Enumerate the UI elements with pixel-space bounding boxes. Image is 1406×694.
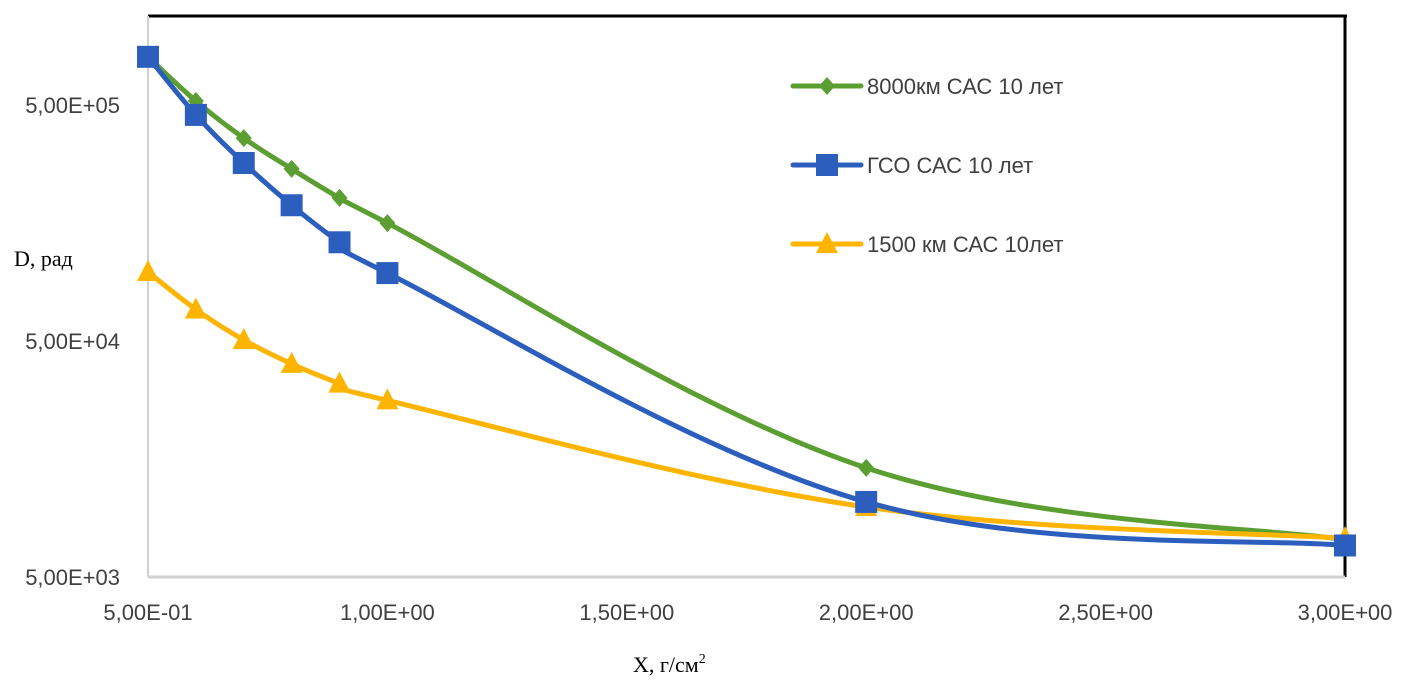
- data-point-square: [376, 262, 399, 285]
- x-tick-label: 3,00E+00: [1298, 600, 1393, 625]
- x-axis-title-superscript: 2: [699, 652, 706, 667]
- data-point-square: [280, 194, 303, 217]
- x-tick-label: 2,50E+00: [1058, 600, 1153, 625]
- legend-marker-triangle: [816, 232, 838, 253]
- x-axis-title: X, г/см2: [633, 652, 706, 677]
- legend-marker-diamond: [819, 77, 835, 95]
- x-tick-label: 1,50E+00: [579, 600, 674, 625]
- data-point-square: [855, 490, 878, 513]
- legend: 8000км САС 10 лет ГСО САС 10 лет 1500 км С…: [790, 74, 1063, 257]
- data-point-triangle: [328, 371, 351, 393]
- tick-labels: 5,00E-01 1,00E+00 1,50E+00 2,00E+00 2,50E+00…: [25, 93, 1392, 625]
- legend-label: ГСО САС 10 лет: [867, 153, 1033, 178]
- data-point-diamond: [235, 129, 252, 148]
- data-point-diamond: [858, 458, 875, 477]
- series-diamond: [140, 47, 1353, 549]
- x-tick-label: 1,00E+00: [340, 600, 435, 625]
- data-point-triangle: [137, 260, 159, 282]
- x-axis-title-text: X, г/см: [633, 652, 699, 677]
- y-tick-label: 5,00E+05: [25, 93, 120, 118]
- x-tick-label: 5,00E-01: [103, 600, 192, 625]
- data-point-triangle: [376, 388, 399, 410]
- data-point-triangle: [232, 327, 255, 349]
- series-triangle: [137, 260, 1356, 548]
- legend-item: 1500 км САС 10лет: [790, 232, 1063, 257]
- series-line: [145, 269, 1348, 541]
- data-point-square: [1334, 534, 1356, 557]
- y-tick-label: 5,00E+03: [25, 565, 120, 590]
- plot-frame: [147, 14, 1347, 579]
- data-point-square: [232, 151, 255, 174]
- x-tick-label: 2,00E+00: [819, 600, 914, 625]
- legend-label: 8000км САС 10 лет: [867, 74, 1063, 99]
- data-point-square: [328, 231, 351, 254]
- y-tick-label: 5,00E+04: [25, 329, 120, 354]
- series-square: [137, 45, 1356, 557]
- data-point-square: [137, 45, 159, 68]
- legend-item: 8000км САС 10 лет: [790, 74, 1063, 99]
- data-point-diamond: [379, 214, 396, 233]
- data-point-square: [184, 103, 207, 126]
- legend-label: 1500 км САС 10лет: [867, 232, 1063, 257]
- series-line: [145, 54, 1348, 548]
- legend-marker-square: [816, 154, 838, 176]
- data-point-diamond: [331, 188, 348, 207]
- y-axis-title: D, рад: [14, 246, 73, 271]
- series-layer: [137, 45, 1356, 557]
- legend-item: ГСО САС 10 лет: [790, 153, 1033, 178]
- data-point-triangle: [184, 297, 207, 319]
- data-point-triangle: [280, 351, 303, 373]
- data-point-diamond: [283, 159, 300, 178]
- series-line: [145, 54, 1348, 543]
